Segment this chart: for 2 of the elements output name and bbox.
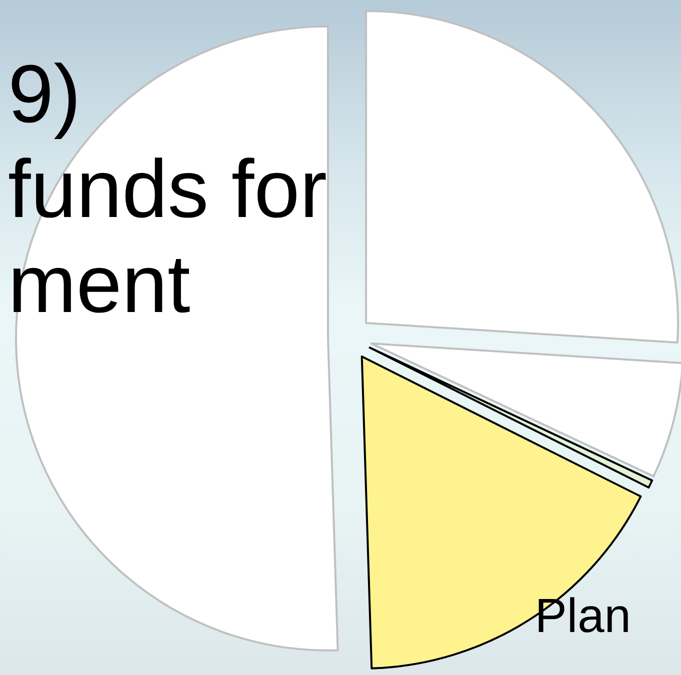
text: 9) funds for ment (8, 49, 328, 330)
slice-label: Plan (534, 590, 631, 644)
